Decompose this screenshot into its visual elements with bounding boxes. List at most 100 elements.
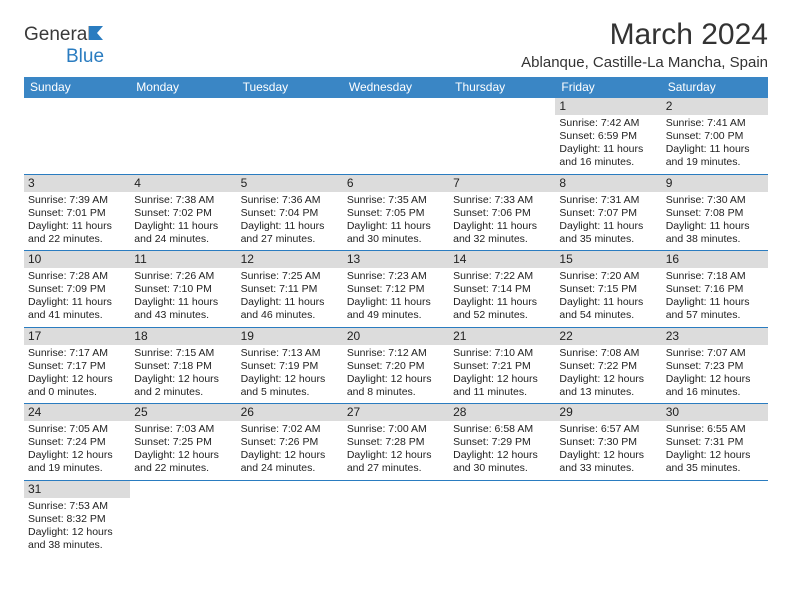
day-detail: Sunset: 7:06 PM: [453, 207, 551, 220]
day-detail: and 30 minutes.: [453, 462, 551, 475]
day-number: 6: [343, 175, 449, 192]
calendar-row: 31Sunrise: 7:53 AMSunset: 8:32 PMDayligh…: [24, 481, 768, 557]
weekday-header: Tuesday: [237, 77, 343, 98]
day-detail: Daylight: 12 hours: [453, 373, 551, 386]
day-detail: Daylight: 11 hours: [241, 296, 339, 309]
day-detail: and 8 minutes.: [347, 386, 445, 399]
day-detail: Sunset: 7:30 PM: [559, 436, 657, 449]
day-detail: Daylight: 12 hours: [559, 449, 657, 462]
day-detail: Sunset: 7:29 PM: [453, 436, 551, 449]
day-number: 25: [130, 404, 236, 421]
calendar-day: 7 Sunrise: 7:33 AMSunset: 7:06 PMDaylight…: [449, 175, 555, 251]
day-detail: and 57 minutes.: [666, 309, 764, 322]
day-detail: Daylight: 11 hours: [453, 220, 551, 233]
day-detail: Sunset: 7:09 PM: [28, 283, 126, 296]
day-detail: Sunset: 7:12 PM: [347, 283, 445, 296]
day-detail: and 27 minutes.: [241, 233, 339, 246]
calendar-day: 30Sunrise: 6:55 AMSunset: 7:31 PMDayligh…: [662, 404, 768, 480]
calendar-empty-day: [449, 481, 555, 557]
weekday-header: Thursday: [449, 77, 555, 98]
day-number: 8: [555, 175, 661, 192]
day-detail: Daylight: 12 hours: [241, 373, 339, 386]
day-number: 30: [662, 404, 768, 421]
day-detail: Daylight: 11 hours: [347, 296, 445, 309]
day-detail: and 38 minutes.: [28, 539, 126, 552]
day-detail: Daylight: 11 hours: [28, 296, 126, 309]
day-detail: and 24 minutes.: [241, 462, 339, 475]
logo-text: GeneralBlue: [24, 24, 109, 68]
day-detail: Sunrise: 7:07 AM: [666, 347, 764, 360]
calendar-empty-day: [237, 98, 343, 174]
day-detail: Sunset: 7:22 PM: [559, 360, 657, 373]
day-number: 17: [24, 328, 130, 345]
calendar-empty-day: [343, 98, 449, 174]
day-detail: and 43 minutes.: [134, 309, 232, 322]
day-detail: Daylight: 12 hours: [28, 373, 126, 386]
day-detail: and 46 minutes.: [241, 309, 339, 322]
day-detail: Daylight: 11 hours: [241, 220, 339, 233]
calendar-day: 12Sunrise: 7:25 AMSunset: 7:11 PMDayligh…: [237, 251, 343, 327]
day-detail: Sunset: 7:10 PM: [134, 283, 232, 296]
day-detail: and 27 minutes.: [347, 462, 445, 475]
calendar-day: 21Sunrise: 7:10 AMSunset: 7:21 PMDayligh…: [449, 328, 555, 404]
calendar-day: 6Sunrise: 7:35 AMSunset: 7:05 PMDaylight…: [343, 175, 449, 251]
day-number: 18: [130, 328, 236, 345]
calendar-day: 31Sunrise: 7:53 AMSunset: 8:32 PMDayligh…: [24, 481, 130, 557]
day-detail: Sunset: 7:00 PM: [666, 130, 764, 143]
day-detail: Sunrise: 7:15 AM: [134, 347, 232, 360]
calendar-empty-day: [449, 98, 555, 174]
day-detail: Daylight: 11 hours: [134, 296, 232, 309]
day-number: 5: [237, 175, 343, 192]
day-detail: Sunrise: 7:12 AM: [347, 347, 445, 360]
calendar-day: 11Sunrise: 7:26 AMSunset: 7:10 PMDayligh…: [130, 251, 236, 327]
logo-text-general: General: [24, 24, 92, 45]
day-detail: Sunrise: 7:41 AM: [666, 117, 764, 130]
day-detail: and 11 minutes.: [453, 386, 551, 399]
weekday-header: Sunday: [24, 77, 130, 98]
day-detail: Sunrise: 7:02 AM: [241, 423, 339, 436]
day-detail: Daylight: 12 hours: [453, 449, 551, 462]
day-detail: and 22 minutes.: [28, 233, 126, 246]
day-detail: and 22 minutes.: [134, 462, 232, 475]
day-detail: and 30 minutes.: [347, 233, 445, 246]
calendar-day: 25Sunrise: 7:03 AMSunset: 7:25 PMDayligh…: [130, 404, 236, 480]
day-detail: Sunset: 7:19 PM: [241, 360, 339, 373]
calendar-empty-day: [237, 481, 343, 557]
day-detail: and 49 minutes.: [347, 309, 445, 322]
day-number: 27: [343, 404, 449, 421]
day-detail: Sunset: 7:05 PM: [347, 207, 445, 220]
calendar-empty-day: [24, 98, 130, 174]
day-detail: Daylight: 12 hours: [134, 373, 232, 386]
day-detail: Sunrise: 6:57 AM: [559, 423, 657, 436]
day-number: 21: [449, 328, 555, 345]
calendar-empty-day: [130, 98, 236, 174]
day-number: 16: [662, 251, 768, 268]
calendar-header: SundayMondayTuesdayWednesdayThursdayFrid…: [24, 77, 768, 98]
title-block: March 2024 Ablanque, Castille-La Mancha,…: [521, 18, 768, 71]
day-number: 9: [662, 175, 768, 192]
day-detail: Daylight: 11 hours: [666, 296, 764, 309]
day-detail: Sunrise: 7:33 AM: [453, 194, 551, 207]
day-detail: Sunset: 7:21 PM: [453, 360, 551, 373]
day-number: 7: [449, 175, 555, 192]
day-detail: Daylight: 12 hours: [559, 373, 657, 386]
calendar-day: 1Sunrise: 7:42 AMSunset: 6:59 PMDaylight…: [555, 98, 661, 174]
day-detail: Sunrise: 6:55 AM: [666, 423, 764, 436]
day-detail: Sunrise: 7:23 AM: [347, 270, 445, 283]
day-detail: Sunset: 7:20 PM: [347, 360, 445, 373]
day-detail: Sunrise: 7:38 AM: [134, 194, 232, 207]
calendar-empty-day: [343, 481, 449, 557]
day-detail: Daylight: 11 hours: [559, 220, 657, 233]
day-number: 2: [662, 98, 768, 115]
day-number: 3: [24, 175, 130, 192]
day-detail: Daylight: 12 hours: [666, 373, 764, 386]
calendar: SundayMondayTuesdayWednesdayThursdayFrid…: [24, 77, 768, 556]
day-detail: Sunrise: 7:05 AM: [28, 423, 126, 436]
weekday-header: Saturday: [662, 77, 768, 98]
day-detail: Daylight: 12 hours: [134, 449, 232, 462]
calendar-row: 17Sunrise: 7:17 AMSunset: 7:17 PMDayligh…: [24, 328, 768, 405]
logo-text-blue: Blue: [66, 46, 104, 67]
calendar-empty-day: [130, 481, 236, 557]
day-detail: Daylight: 11 hours: [666, 220, 764, 233]
day-detail: Sunset: 7:25 PM: [134, 436, 232, 449]
